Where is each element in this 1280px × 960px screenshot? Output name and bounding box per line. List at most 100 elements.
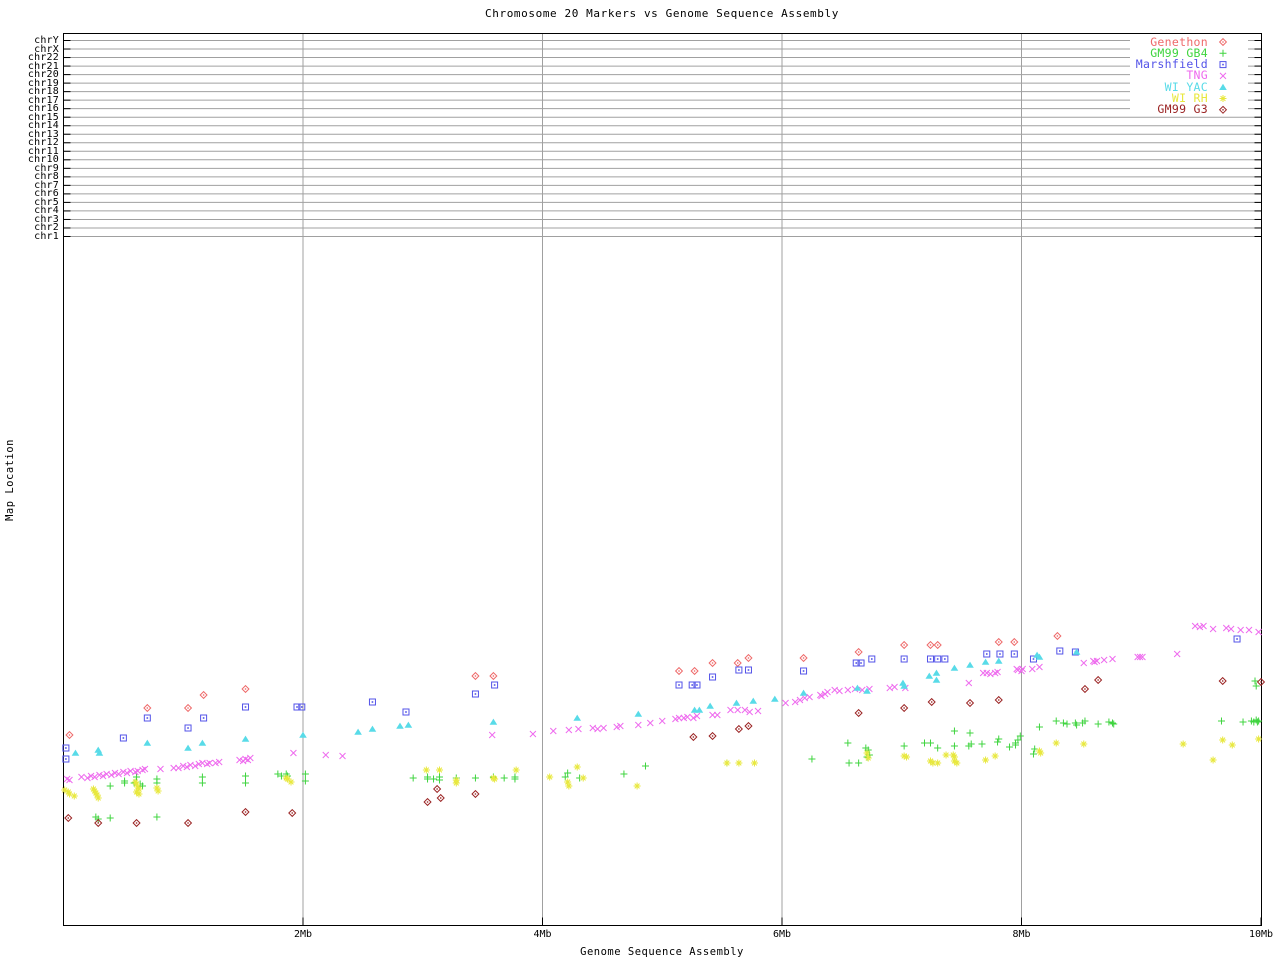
marker-wi-rh <box>94 794 102 802</box>
y-tick-label-chr6: chr6 <box>34 188 59 200</box>
marker-gm99-g3 <box>708 731 717 741</box>
marker-tng <box>844 686 852 694</box>
marker-gm99-g3 <box>998 699 1000 701</box>
marker-marshfield <box>711 676 714 678</box>
marker-tng <box>675 714 683 722</box>
marker-gm99-gb4 <box>430 775 438 783</box>
marker-marshfield <box>693 681 701 689</box>
legend-label-genethon: Genethon <box>1150 34 1208 49</box>
legend-marker-icon-gm99-g3 <box>1218 105 1228 114</box>
marker-genethon <box>199 690 208 700</box>
y-tick-label-chr18: chr18 <box>27 86 59 98</box>
marker-wi-yac <box>1072 648 1081 655</box>
marker-wi-rh <box>863 749 871 757</box>
marker-gm99-g3 <box>132 818 141 828</box>
marker-marshfield <box>244 706 247 708</box>
marker-wi-rh <box>949 751 957 759</box>
marker-gm99-g3 <box>426 801 429 803</box>
y-tick-label-chr15: chr15 <box>27 111 59 123</box>
marker-wi-rh <box>92 789 100 797</box>
marker-tng <box>1019 665 1027 673</box>
marker-marshfield <box>688 681 696 689</box>
marker-gm99-gb4 <box>1251 677 1259 685</box>
marker-tng <box>206 759 213 767</box>
marker-tng <box>754 707 762 715</box>
legend-marker-icon-wi-yac <box>1219 83 1227 90</box>
marker-genethon <box>708 658 717 668</box>
marker-gm99-gb4 <box>900 742 908 750</box>
marker-wi-rh <box>900 752 908 760</box>
marker-marshfield <box>62 755 70 763</box>
marker-marshfield <box>493 684 496 686</box>
marker-gm99-gb4 <box>926 739 934 747</box>
marker-genethon <box>994 637 1003 647</box>
marker-tng <box>1080 659 1088 667</box>
marker-marshfield <box>709 673 717 681</box>
marker-wi-rh <box>65 790 73 798</box>
marker-marshfield <box>1032 658 1035 660</box>
marker-gm99-g3 <box>738 728 740 730</box>
marker-genethon <box>65 730 74 740</box>
marker-wi-yac <box>900 682 908 689</box>
marker-gm99-gb4 <box>471 774 479 782</box>
marker-marshfield <box>471 690 479 698</box>
marker-marshfield <box>65 758 67 760</box>
marker-marshfield <box>857 659 865 667</box>
marker-tng <box>1227 625 1235 633</box>
marker-gm99-g3 <box>689 732 698 742</box>
marker-marshfield <box>691 684 693 686</box>
marker-wi-yac <box>994 657 1003 664</box>
marker-tng <box>616 722 624 730</box>
marker-tng <box>994 668 1001 676</box>
marker-gm99-gb4 <box>967 740 975 748</box>
legend-marker-icon-gm99-g3 <box>1222 109 1224 111</box>
marker-gm99-gb4 <box>1217 717 1225 725</box>
marker-tng <box>1237 626 1244 634</box>
legend-label-wi-yac: WI YAC <box>1164 79 1208 94</box>
legend-label-tng: TNG <box>1186 68 1208 83</box>
marker-tng <box>1136 653 1144 661</box>
marker-tng <box>1255 628 1262 636</box>
marker-tng <box>78 773 85 781</box>
x-axis-title: Genome Sequence Assembly <box>580 946 744 958</box>
marker-wi-rh <box>579 774 587 782</box>
x-tick-label-10Mb: 10Mb <box>1248 929 1274 940</box>
marker-marshfield <box>1236 638 1238 640</box>
marker-wi-rh <box>491 775 499 783</box>
marker-wi-rh <box>953 759 961 767</box>
marker-wi-rh <box>1052 739 1060 747</box>
marker-genethon <box>1053 631 1062 641</box>
marker-genethon <box>903 644 905 646</box>
marker-gm99-gb4 <box>242 772 250 780</box>
marker-tng <box>215 758 223 766</box>
marker-gm99-gb4 <box>1016 732 1024 740</box>
marker-gm99-gb4 <box>500 774 508 782</box>
marker-wi-rh <box>723 759 731 767</box>
marker-gm99-gb4 <box>106 782 114 790</box>
marker-wi-rh <box>512 766 520 774</box>
marker-tng <box>322 751 330 759</box>
marker-marshfield <box>371 701 374 703</box>
marker-tng <box>734 706 742 714</box>
marker-gm99-g3 <box>711 735 714 737</box>
marker-marshfield <box>996 650 1004 658</box>
marker-wi-rh <box>1255 735 1263 743</box>
marker-genethon <box>933 640 942 650</box>
marker-wi-rh <box>91 787 99 795</box>
marker-marshfield <box>119 734 127 742</box>
marker-gm99-g3 <box>436 793 445 803</box>
marker-gm99-g3 <box>854 708 863 718</box>
legend-label-gm99-gb4: GM99 GB4 <box>1150 45 1208 60</box>
marker-genethon <box>998 641 1000 643</box>
marker-marshfield <box>200 714 208 722</box>
marker-tng <box>565 726 573 734</box>
marker-tng <box>806 693 813 701</box>
marker-genethon <box>926 640 935 650</box>
marker-wi-rh <box>942 751 950 759</box>
marker-gm99-g3 <box>1256 677 1266 687</box>
marker-wi-yac <box>863 687 871 694</box>
marker-marshfield <box>146 717 149 719</box>
marker-wi-yac <box>749 697 758 704</box>
marker-marshfield <box>802 670 805 672</box>
marker-wi-yac <box>241 735 250 742</box>
